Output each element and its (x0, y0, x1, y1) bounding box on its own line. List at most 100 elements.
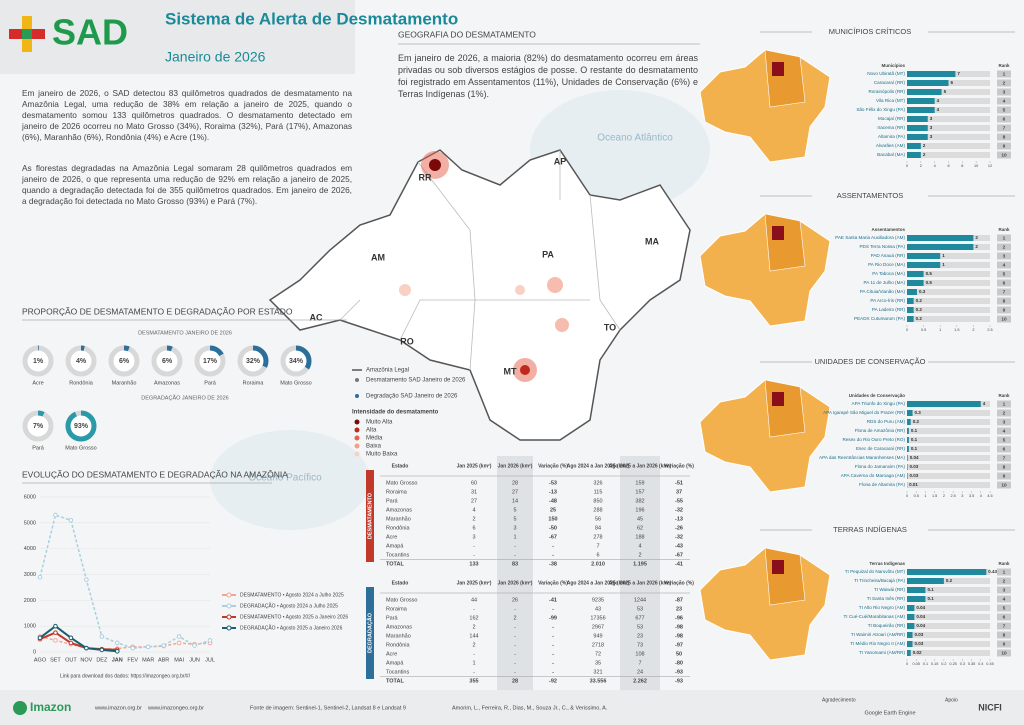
column-header: Rank (998, 393, 1010, 398)
table-header: Variação (%) (538, 463, 568, 469)
rank-label: 7 (1003, 125, 1006, 131)
section-title: EVOLUÇÃO DO DESMATAMENTO E DEGRADAÇÃO NA… (22, 469, 288, 479)
table-cell: TOTAL (386, 561, 404, 567)
legend-label: Baixa (366, 444, 382, 450)
table-cell: -53 (549, 480, 557, 486)
x-tick-label: JUL (205, 657, 215, 663)
table-cell: 84 (595, 525, 601, 531)
ranking-name: Iracema (RR) (877, 125, 905, 130)
table-cell: Maranhão (386, 633, 411, 639)
footer-brand: Imazon (30, 700, 71, 714)
rank-label: 9 (1003, 473, 1006, 479)
table-header: Ago 2024 a Jan 2025 (km²) (567, 463, 630, 469)
series-point (145, 644, 151, 650)
table-label: DEGRADAÇÃO (366, 612, 373, 653)
table-cell: -13 (549, 489, 557, 495)
bar (907, 587, 926, 593)
bar (907, 80, 949, 86)
bar-track (907, 437, 990, 443)
x-tick-label: OUT (65, 657, 77, 663)
table-cell: -97 (675, 642, 683, 648)
mini-map-hotspot (772, 62, 784, 76)
column-header: Rank (998, 561, 1010, 566)
table-cell: 150 (548, 516, 557, 522)
table-cell: 6 (596, 552, 599, 558)
section-title: TERRAS INDÍGENAS (833, 525, 907, 534)
ranking-name: APA das Reentrâncias Maranhenses (MA) (819, 455, 905, 460)
ranking-name: São Félix do Xingu (PA) (856, 107, 905, 112)
x-tick-label: 12 (988, 164, 992, 168)
x-tick-label: 3.5 (969, 494, 974, 498)
rank-label: 8 (1003, 632, 1006, 638)
legend-swatch (226, 614, 232, 620)
table-cell: 50 (676, 651, 682, 657)
table-cell: 2 (472, 642, 475, 648)
hotspot (429, 159, 441, 171)
rank-label: 5 (1003, 107, 1006, 113)
rank-badge (997, 243, 1011, 251)
rank-label: 6 (1003, 446, 1006, 452)
table-cell: 382 (635, 498, 644, 504)
bar-track (907, 614, 990, 620)
x-tick-label: 2 (943, 494, 945, 498)
rank-badge (997, 270, 1011, 278)
rank-label: 8 (1003, 298, 1006, 304)
bar-value: 0.04 (916, 605, 925, 610)
mini-map-region (764, 547, 806, 606)
x-tick-label: AGO (34, 657, 47, 663)
x-tick-label: 0.4 (978, 662, 983, 666)
title: Sistema de Alerta de Desmatamento (165, 9, 458, 28)
table-cell: 23 (676, 606, 682, 612)
rank-label: 3 (1003, 587, 1006, 593)
table-cell: - (514, 606, 516, 612)
donut-state: Rondônia (69, 380, 93, 386)
table-cell: 4 (472, 507, 475, 513)
table-cell: - (552, 642, 554, 648)
bar-value: 0.03 (910, 464, 919, 469)
rank-badge (997, 622, 1011, 630)
rank-badge (997, 306, 1011, 314)
table-cell: - (552, 660, 554, 666)
table-cell: -43 (675, 543, 683, 549)
hotspot (555, 318, 569, 332)
table-cell: 27 (471, 498, 477, 504)
table-cell: - (473, 651, 475, 657)
ranking-name: Altamira (PA) (878, 134, 905, 139)
bar-track (907, 143, 990, 149)
table-cell: 133 (469, 561, 478, 567)
legend-label: DEGRADAÇÃO • Agosto 2025 a Janeiro 2026 (240, 624, 343, 631)
series-line (39, 631, 118, 651)
bar-track (907, 623, 990, 629)
ranking-name: Esec de Caracaraí (RR) (856, 446, 905, 451)
bar-track (907, 410, 990, 416)
ranking-name: Rorainópolis (RR) (868, 89, 905, 94)
mini-map-region (764, 213, 806, 272)
x-tick-label: 4.5 (987, 494, 992, 498)
bar-track (907, 419, 990, 425)
column-header: Rank (998, 227, 1010, 232)
rank-badge (997, 445, 1011, 453)
x-tick-label: 1 (939, 328, 941, 332)
series-line (39, 514, 211, 649)
rank-label: 3 (1003, 253, 1006, 259)
bar-value: 0.04 (916, 614, 925, 619)
ranking-name: Flona de Amazônia (RR) (855, 428, 906, 433)
legend-swatch (226, 592, 232, 598)
hotspot (520, 365, 530, 375)
donut-state: Amazonas (154, 380, 180, 386)
rank-badge (997, 252, 1011, 260)
bar (907, 614, 915, 620)
table-cell: Amapá (386, 660, 404, 666)
rank-label: 9 (1003, 307, 1006, 313)
x-tick-label: 0 (906, 328, 908, 332)
bar-value: 0.1 (911, 428, 918, 433)
donut-state: Mato Grosso (280, 380, 311, 386)
bar (907, 235, 974, 241)
bar-value: 0.2 (916, 298, 923, 303)
rank-label: 6 (1003, 280, 1006, 286)
x-tick-label: 2.5 (950, 494, 955, 498)
bar (907, 280, 924, 286)
table-cell: -67 (549, 534, 557, 540)
legend-swatch (354, 443, 360, 449)
table-cell: 2 (472, 516, 475, 522)
